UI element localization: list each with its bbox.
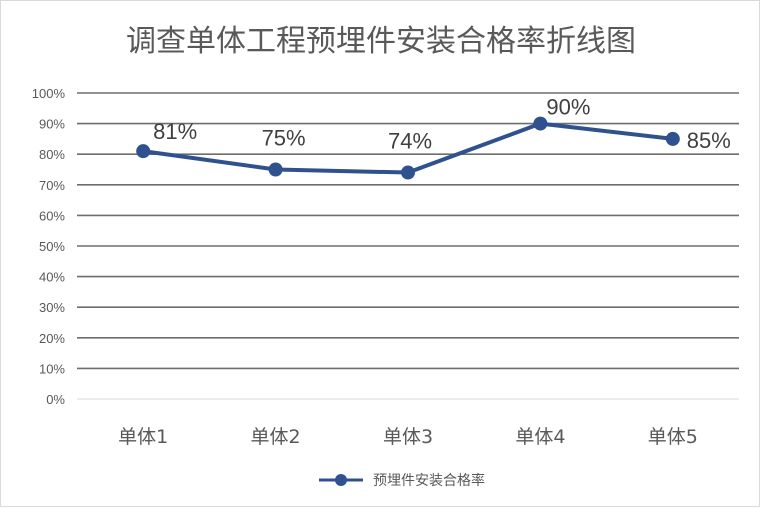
data-point [268, 162, 283, 177]
series-layer [136, 116, 680, 180]
data-point [665, 131, 680, 146]
y-tick-label: 40% [39, 270, 65, 285]
data-point [401, 165, 415, 180]
y-tick-label: 20% [39, 331, 65, 346]
x-tick-label: 单体3 [383, 426, 433, 448]
data-label: 81% [153, 119, 197, 144]
y-tick-label: 10% [39, 361, 65, 376]
x-tick-label: 单体1 [118, 426, 168, 448]
data-label: 75% [262, 126, 306, 151]
y-tick-label: 0% [46, 392, 65, 407]
y-tick-label: 70% [39, 178, 65, 193]
legend-point-marker [335, 474, 347, 486]
data-label: 90% [546, 95, 590, 120]
gridlines [77, 92, 739, 400]
y-tick-label: 30% [39, 300, 65, 315]
data-label: 85% [687, 128, 731, 153]
y-tick-label: 60% [39, 208, 65, 223]
legend-label: 预埋件安装合格率 [373, 472, 485, 489]
y-tick-label: 100% [32, 86, 66, 101]
data-point [533, 116, 548, 131]
data-labels: 81% 75% 74% 90% 85% [153, 95, 731, 154]
data-point [136, 144, 151, 159]
legend: 预埋件安装合格率 [319, 472, 485, 489]
y-tick-label: 80% [39, 147, 65, 162]
y-tick-label: 50% [39, 239, 65, 254]
chart-title: 调查单体工程预埋件安装合格率折线图 [126, 24, 636, 59]
x-tick-label: 单体5 [648, 426, 698, 448]
x-tick-label: 单体4 [515, 426, 565, 448]
x-axis-ticks: 单体1 单体2 单体3 单体4 单体5 [118, 426, 698, 448]
y-tick-label: 90% [39, 117, 65, 132]
x-tick-label: 单体2 [251, 426, 301, 448]
data-label: 74% [388, 129, 432, 154]
y-axis-ticks: 0% 10% 20% 30% 40% 50% 60% 70% 80% 90% 100% [32, 86, 66, 407]
